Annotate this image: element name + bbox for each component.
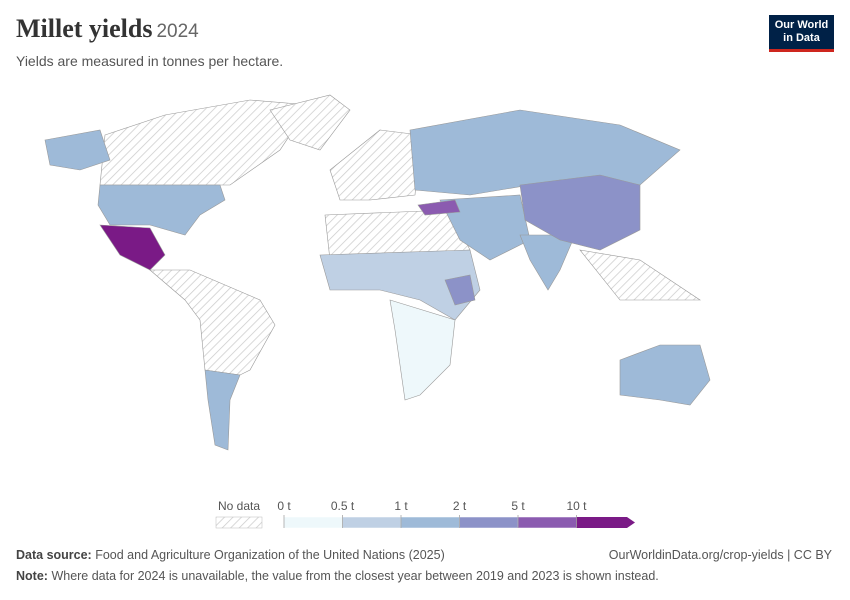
source-text: Food and Agriculture Organization of the… [95, 548, 445, 562]
legend-swatch [517, 516, 577, 529]
region [519, 174, 641, 251]
region [619, 344, 711, 406]
logo[interactable]: Our World in Data [769, 15, 834, 52]
legend-no-data-swatch [215, 516, 263, 529]
legend-tick-label: 0.5 t [331, 499, 355, 513]
legend-tick-label: 1 t [394, 499, 408, 513]
region [579, 249, 701, 301]
logo-line: Our World [774, 19, 829, 31]
note: Note: Where data for 2024 is unavailable… [16, 569, 659, 583]
region [204, 369, 241, 451]
legend-tick-label: 2 t [453, 499, 467, 513]
region [417, 199, 461, 216]
region [149, 269, 276, 376]
region [269, 94, 351, 151]
logo-line: in Data [783, 32, 820, 44]
subtitle: Yields are measured in tonnes per hectar… [16, 53, 284, 69]
region [99, 224, 166, 271]
legend-tick-label: 10 t [566, 499, 587, 513]
region [389, 299, 456, 401]
year: 2024 [156, 21, 199, 42]
legend-swatch [283, 516, 343, 529]
title: Millet yields [16, 14, 153, 43]
region [444, 274, 476, 306]
region [519, 234, 576, 291]
legend: No data 0 t 0.5 t 1 t 2 t 5 t 10 t [215, 499, 635, 529]
region [439, 194, 531, 261]
source-label: Data source: [16, 548, 92, 562]
legend-tick-label: 0 t [277, 499, 291, 513]
region [97, 184, 226, 236]
title-wrap: Millet yields 2024 [16, 14, 199, 44]
legend-swatch [459, 516, 519, 529]
legend-tick-label: 5 t [511, 499, 525, 513]
region [319, 249, 481, 321]
note-text: Where data for 2024 is unavailable, the … [51, 569, 659, 583]
legend-no-data-label: No data [218, 499, 260, 513]
legend-swatch [400, 516, 460, 529]
region [44, 129, 111, 171]
source: Data source: Food and Agriculture Organi… [16, 548, 445, 562]
map [44, 94, 711, 451]
legend-swatch [342, 516, 402, 529]
region [329, 129, 421, 201]
note-label: Note: [16, 569, 48, 583]
url[interactable]: OurWorldinData.org/crop-yields | CC BY [608, 548, 832, 562]
legend-swatch [576, 517, 635, 528]
